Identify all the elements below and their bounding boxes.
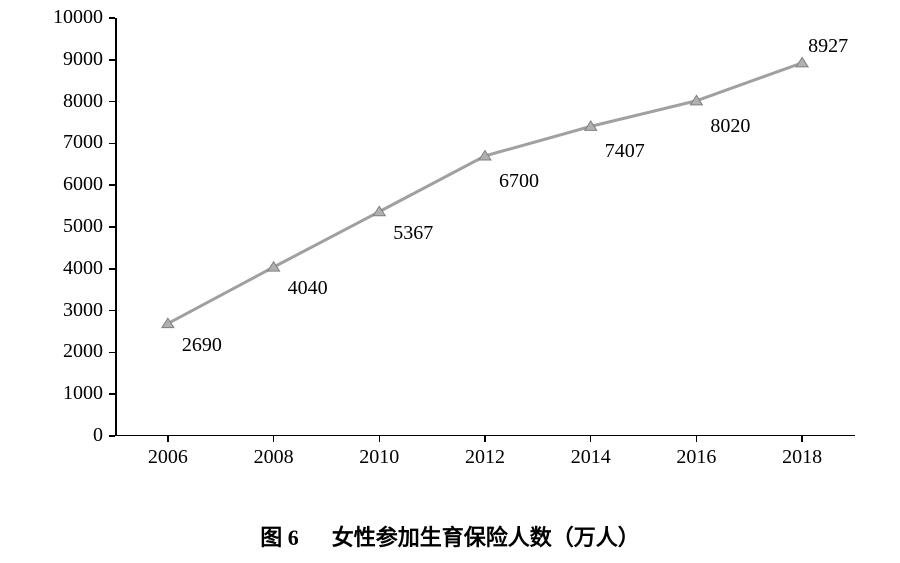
data-label: 2690 (182, 334, 222, 357)
x-tick-label: 2018 (762, 446, 842, 469)
y-tick-label: 5000 (13, 215, 103, 238)
x-tick-label: 2008 (234, 446, 314, 469)
y-tick (109, 435, 115, 437)
y-tick (109, 143, 115, 145)
plot-area: 0100020003000400050006000700080009000100… (115, 18, 855, 436)
line-chart: 0 1000 2000 3000 4000 5000 6000 7000 8000 9000 100… (0, 0, 900, 563)
y-tick-label: 1000 (13, 382, 103, 405)
chart-caption: 图 6 女性参加生育保险人数（万人） (0, 520, 900, 552)
y-tick-label: 6000 (13, 173, 103, 196)
y-tick (109, 352, 115, 354)
y-tick-label: 10000 (13, 6, 103, 29)
data-label: 8927 (808, 35, 848, 58)
x-tick-label: 2010 (339, 446, 419, 469)
line-series (115, 18, 855, 436)
x-tick-label: 2006 (128, 446, 208, 469)
y-tick (109, 101, 115, 103)
y-tick (109, 59, 115, 61)
y-tick-label: 9000 (13, 48, 103, 71)
y-tick-label: 4000 (13, 257, 103, 280)
y-tick-label: 7000 (13, 131, 103, 154)
x-tick (273, 436, 275, 442)
x-tick (590, 436, 592, 442)
y-tick (109, 310, 115, 312)
y-tick (109, 17, 115, 19)
y-tick (109, 268, 115, 270)
caption-text: 女性参加生育保险人数（万人） (332, 525, 640, 550)
x-tick (379, 436, 381, 442)
x-tick (484, 436, 486, 442)
x-tick (167, 436, 169, 442)
y-tick (109, 226, 115, 228)
y-tick (109, 184, 115, 186)
x-tick (801, 436, 803, 442)
y-tick-label: 2000 (13, 340, 103, 363)
data-label: 5367 (393, 222, 433, 245)
data-label: 7407 (605, 140, 645, 163)
x-tick (696, 436, 698, 442)
data-label: 6700 (499, 170, 539, 193)
x-tick-label: 2014 (551, 446, 631, 469)
y-tick-label: 3000 (13, 299, 103, 322)
x-tick-label: 2012 (445, 446, 525, 469)
figure-number: 图 6 (260, 525, 299, 550)
data-label: 8020 (710, 115, 750, 138)
y-tick-label: 0 (13, 424, 103, 447)
y-tick-label: 8000 (13, 90, 103, 113)
y-tick (109, 393, 115, 395)
x-tick-label: 2016 (656, 446, 736, 469)
data-label: 4040 (288, 277, 328, 300)
